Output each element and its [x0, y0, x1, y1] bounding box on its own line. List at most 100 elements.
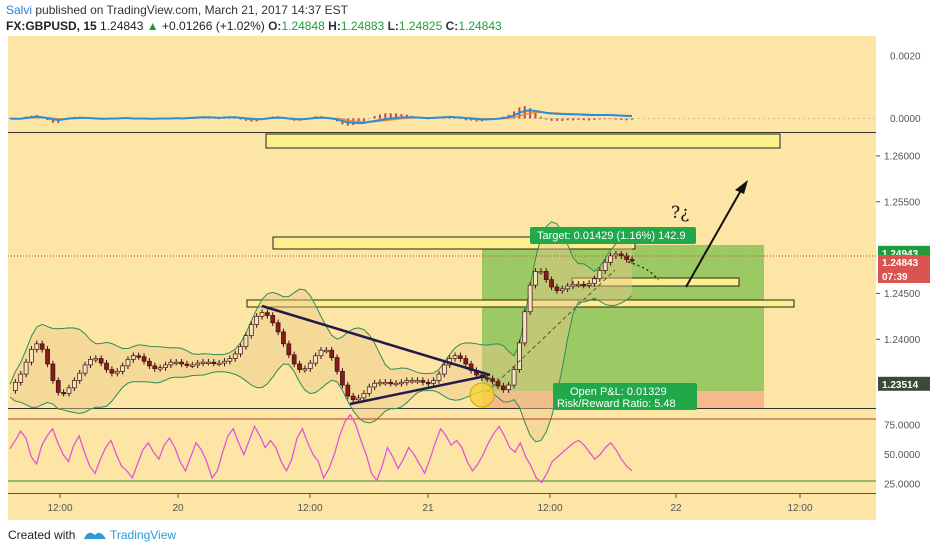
candle [93, 358, 99, 361]
candle [98, 358, 104, 364]
candle [211, 361, 217, 365]
candle [23, 361, 29, 375]
candle [29, 348, 34, 363]
candle [141, 356, 147, 362]
candle [227, 358, 233, 362]
candle [71, 380, 77, 389]
candle [238, 346, 243, 355]
forecast-arrow[interactable] [685, 184, 745, 288]
projection-line [486, 269, 616, 393]
author-link[interactable]: Salvi [6, 3, 33, 17]
candle [399, 381, 404, 385]
candle [297, 363, 302, 370]
macd-tick-label: 0.0000 [890, 114, 921, 125]
candle [356, 397, 361, 401]
candle [441, 364, 447, 375]
candle [629, 259, 635, 262]
candle [559, 288, 565, 292]
publish-line: Salvi published on TradingView.com, Marc… [6, 3, 348, 17]
candle [329, 349, 335, 358]
price-badge-label: 1.24843 [882, 258, 919, 269]
tradingview-logo-icon[interactable] [82, 527, 108, 543]
risk-reward-label: Risk/Reward Ratio: 5.48 [557, 398, 676, 410]
footer: Created with TradingView [0, 520, 932, 550]
candle [88, 359, 93, 366]
candle [345, 384, 351, 397]
candle [490, 378, 495, 382]
price-tick-label: 1.25500 [884, 197, 921, 208]
candle [366, 386, 372, 394]
candle [243, 335, 249, 347]
time-tick-label: 22 [670, 503, 682, 514]
support-box-lower[interactable] [246, 299, 795, 308]
time-axis-strip [8, 494, 876, 520]
dotted-path [627, 261, 659, 281]
candle [409, 380, 415, 383]
candle [216, 362, 222, 365]
rsi-pane [8, 409, 876, 493]
resistance-box-top[interactable] [265, 133, 781, 149]
candle [130, 355, 136, 360]
breakout-marker[interactable] [469, 382, 495, 408]
candle [232, 353, 238, 359]
candle [436, 373, 442, 381]
candle [281, 331, 286, 345]
candle [39, 343, 45, 350]
target-label-box[interactable] [530, 227, 696, 244]
price-tick-label: 1.24500 [884, 289, 921, 300]
time-tick-label: 21 [422, 503, 434, 514]
open-label: O: [268, 19, 282, 33]
candle [307, 362, 313, 369]
candle [372, 382, 377, 388]
axes: 1.26000 1.25500 1.24500 1.24000 0.0020 0.0000… [47, 51, 930, 514]
candle [576, 283, 581, 287]
candle [393, 382, 399, 386]
candle [286, 343, 292, 356]
candle [324, 349, 329, 353]
candle [543, 271, 549, 281]
candle [13, 381, 18, 391]
candle [586, 282, 592, 286]
candle [361, 392, 367, 399]
open-pl-label: Open P&L: 0.01329 [570, 386, 667, 398]
candle [168, 361, 174, 366]
candle [613, 253, 619, 257]
candle [152, 365, 158, 369]
candle [581, 283, 587, 287]
candle [538, 271, 544, 274]
created-with-label: Created with [8, 528, 76, 542]
pl-label-box[interactable] [553, 383, 697, 410]
candle [350, 395, 356, 401]
candle [506, 384, 512, 391]
candle [184, 363, 190, 366]
candle [66, 387, 72, 394]
candle [104, 362, 109, 370]
tradingview-brand-link[interactable]: TradingView [110, 528, 177, 542]
question-annotation[interactable]: ?¿ [671, 203, 689, 223]
macd-indicator [8, 106, 876, 126]
candle [415, 380, 420, 383]
low-label: L: [387, 19, 399, 33]
candle [248, 324, 254, 336]
candle [120, 365, 125, 372]
rsi-tick-label: 50.0000 [884, 450, 921, 461]
candle [404, 380, 410, 383]
candle [254, 315, 260, 325]
target-zone[interactable] [482, 245, 764, 391]
high-value: 1.24883 [340, 19, 385, 33]
candle [318, 349, 324, 357]
candle [50, 363, 56, 381]
candle [179, 361, 184, 365]
rsi-line [9, 413, 633, 484]
candle [259, 312, 265, 317]
descending-trendline[interactable] [261, 304, 491, 377]
candle [275, 322, 281, 333]
symbol-line: FX:GBPUSD, 15 1.24843 ▲ +0.01266 (+1.02%… [6, 19, 502, 33]
ascending-trendline[interactable] [349, 374, 487, 406]
price-badge-label: 07:39 [882, 272, 908, 283]
candle [82, 364, 88, 374]
support-box-upper[interactable] [571, 277, 740, 287]
candle [157, 367, 163, 370]
symbol-label[interactable]: FX:GBPUSD, 15 [6, 19, 97, 33]
